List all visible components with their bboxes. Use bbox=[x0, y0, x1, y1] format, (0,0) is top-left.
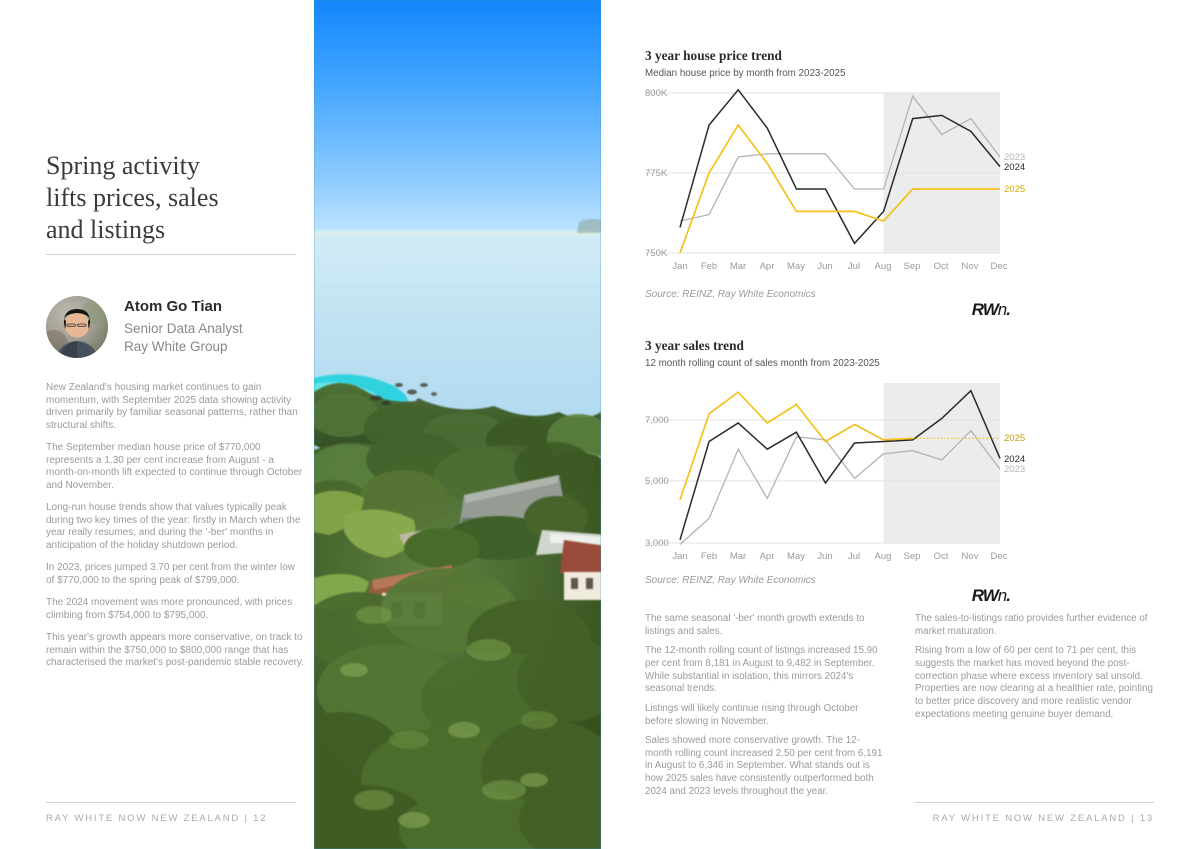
svg-text:Mar: Mar bbox=[730, 551, 746, 562]
svg-text:800K: 800K bbox=[645, 88, 668, 99]
svg-text:Apr: Apr bbox=[760, 261, 775, 272]
svg-text:775K: 775K bbox=[645, 168, 668, 179]
svg-text:7,000: 7,000 bbox=[645, 415, 669, 426]
svg-text:Jun: Jun bbox=[817, 261, 832, 272]
svg-text:750K: 750K bbox=[645, 248, 668, 259]
svg-text:Dec: Dec bbox=[991, 551, 1008, 562]
svg-text:Sep: Sep bbox=[904, 261, 921, 272]
svg-text:May: May bbox=[787, 261, 805, 272]
svg-text:Mar: Mar bbox=[730, 261, 746, 272]
svg-text:5,000: 5,000 bbox=[645, 476, 669, 487]
svg-text:Oct: Oct bbox=[934, 261, 949, 272]
svg-text:3,000: 3,000 bbox=[645, 538, 669, 549]
svg-text:2024: 2024 bbox=[1004, 162, 1025, 173]
svg-text:Dec: Dec bbox=[991, 261, 1008, 272]
svg-text:2025: 2025 bbox=[1004, 433, 1025, 444]
svg-text:Oct: Oct bbox=[934, 551, 949, 562]
svg-text:Apr: Apr bbox=[760, 551, 775, 562]
svg-text:Feb: Feb bbox=[701, 261, 717, 272]
svg-text:Jul: Jul bbox=[848, 261, 860, 272]
svg-text:May: May bbox=[787, 551, 805, 562]
svg-text:Jan: Jan bbox=[672, 261, 687, 272]
svg-text:2023: 2023 bbox=[1004, 464, 1025, 475]
svg-text:2025: 2025 bbox=[1004, 184, 1025, 195]
svg-text:Jan: Jan bbox=[672, 551, 687, 562]
svg-text:Nov: Nov bbox=[962, 261, 979, 272]
svg-text:Jun: Jun bbox=[817, 551, 832, 562]
svg-text:Jul: Jul bbox=[848, 551, 860, 562]
svg-text:Feb: Feb bbox=[701, 551, 717, 562]
svg-text:Aug: Aug bbox=[875, 551, 892, 562]
svg-text:Nov: Nov bbox=[962, 551, 979, 562]
svg-text:Sep: Sep bbox=[904, 551, 921, 562]
svg-text:Aug: Aug bbox=[875, 261, 892, 272]
